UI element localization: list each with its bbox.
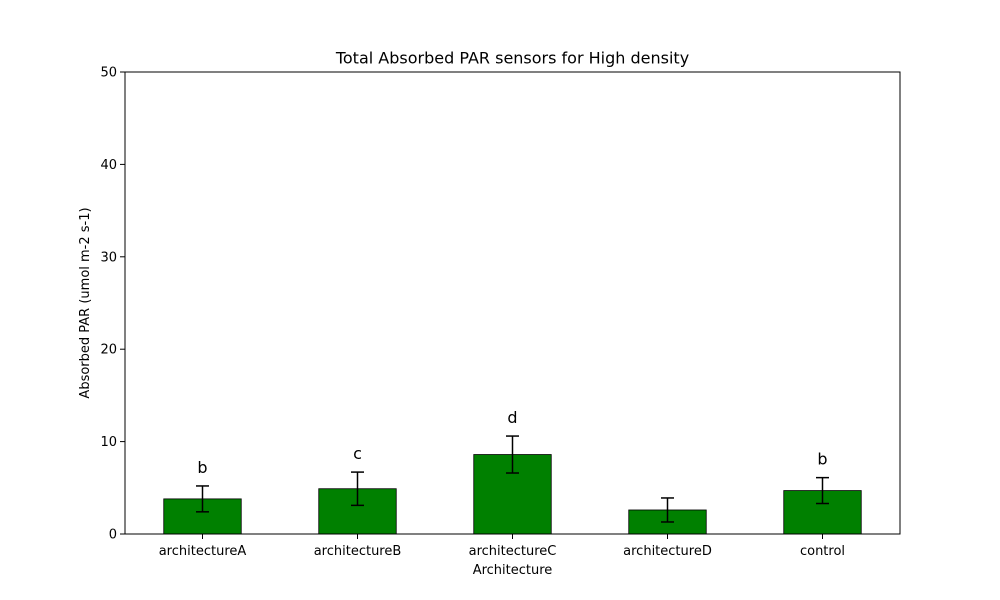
x-tick-label: control: [800, 544, 845, 559]
y-axis-label: Absorbed PAR (umol m-2 s-1): [78, 207, 93, 398]
error-bar: [816, 476, 829, 505]
y-tick-label: 0: [109, 528, 117, 543]
error-bars: [196, 435, 829, 523]
significance-label: d: [507, 408, 517, 427]
chart-title: Total Absorbed PAR sensors for High dens…: [335, 49, 689, 68]
plot-frame: [124, 71, 901, 535]
x-tick-label: architectureB: [314, 544, 402, 559]
significance-label: b: [817, 450, 827, 469]
error-bar: [196, 485, 209, 513]
y-tick-label: 10: [100, 435, 117, 450]
x-tick-label: architectureD: [623, 544, 712, 559]
error-bar: [661, 497, 674, 523]
y-tick-label: 40: [100, 158, 117, 173]
error-bar: [506, 435, 519, 474]
x-tick-label: architectureC: [469, 544, 557, 559]
x-axis-ticks: architectureA architectureB architectureC a…: [159, 534, 845, 559]
y-tick-label: 30: [100, 250, 117, 265]
y-tick-label: 50: [100, 66, 117, 81]
error-bar: [351, 471, 364, 507]
significance-labels: b c d b: [197, 408, 827, 477]
bars: [163, 454, 862, 535]
x-axis-label: Architecture: [473, 563, 553, 578]
significance-label: c: [353, 444, 362, 463]
y-axis-ticks: 0 10 20 30 40 50: [100, 66, 125, 543]
significance-label: b: [197, 458, 207, 477]
x-tick-label: architectureA: [159, 544, 247, 559]
y-tick-label: 20: [100, 343, 117, 358]
